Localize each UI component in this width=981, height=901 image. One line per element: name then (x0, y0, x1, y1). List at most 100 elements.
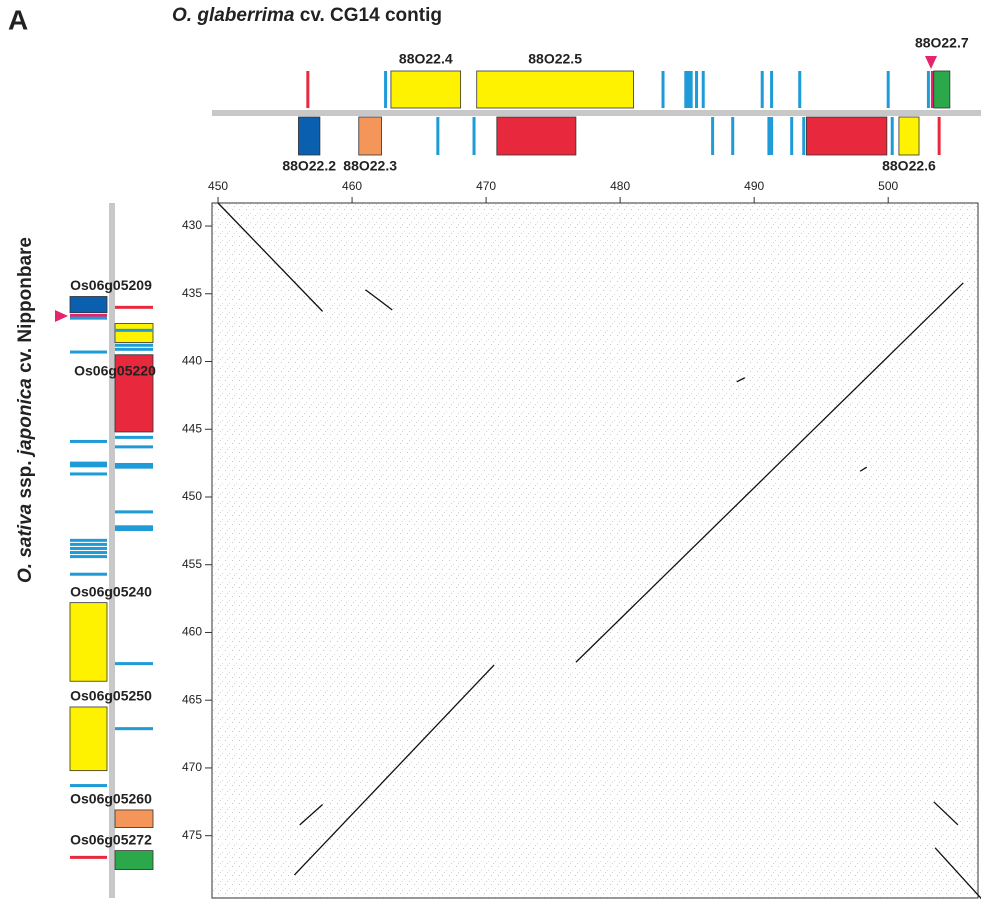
gene-box (476, 70, 634, 109)
y-tick-label: 455 (182, 557, 202, 571)
feature-line (115, 462, 153, 466)
feature-line (115, 347, 153, 351)
feature-line (115, 445, 153, 449)
arrow-marker (925, 56, 937, 69)
feature-line (760, 71, 764, 108)
feature-line (436, 117, 440, 155)
y-axis-title: O. sativa ssp. japonica cv. Nipponbare (15, 237, 36, 583)
x-tick-label: 470 (476, 179, 496, 193)
gene-box (69, 602, 108, 682)
feature-line (684, 71, 688, 108)
alignment-segment (736, 377, 746, 383)
feature-line (115, 435, 153, 439)
gene-label: 88O22.5 (528, 51, 582, 67)
x-tick-label: 480 (610, 179, 630, 193)
feature-line (115, 662, 153, 666)
gene-box (898, 116, 920, 156)
gene-label: Os06g05260 (70, 791, 152, 807)
arrow-marker (55, 310, 68, 322)
gene-box (496, 116, 577, 156)
feature-line (695, 71, 699, 108)
y-tick-label: 430 (182, 218, 202, 232)
feature-line (890, 117, 894, 155)
feature-line (798, 71, 802, 108)
feature-line (70, 464, 107, 468)
gene-label: Os06g05209 (70, 277, 152, 293)
feature-line (70, 472, 107, 476)
feature-line (886, 71, 890, 108)
title-part: O. glaberrima (172, 5, 295, 26)
feature-line (115, 465, 153, 469)
gene-label: 88O22.7 (915, 35, 969, 51)
gene-label: Os06g05220 (74, 363, 156, 379)
x-tick-label: 490 (744, 179, 764, 193)
feature-line (731, 117, 735, 155)
feature-line (115, 328, 153, 332)
title-part: cv. CG14 contig (295, 5, 442, 26)
feature-line (115, 528, 153, 532)
feature-line (115, 525, 153, 529)
gene-label: 88O22.6 (882, 158, 936, 174)
y-tick-label: 470 (182, 760, 202, 774)
gene-box (933, 70, 951, 109)
alignment-segment (217, 202, 324, 312)
alignment-segment (575, 282, 964, 663)
feature-line (770, 71, 774, 108)
feature-line (70, 350, 107, 354)
feature-line (306, 71, 310, 108)
feature-line (70, 551, 107, 555)
gene-box (114, 323, 154, 343)
feature-line (70, 784, 107, 788)
feature-line (686, 71, 690, 108)
feature-line (115, 727, 153, 731)
y-tick-label: 435 (182, 286, 202, 300)
top-track-line (212, 110, 981, 116)
feature-line (70, 555, 107, 559)
alignment-segment (859, 466, 868, 472)
gene-box (69, 296, 108, 314)
gene-box (358, 116, 382, 156)
panel-label: A (8, 4, 28, 35)
feature-line (711, 117, 715, 155)
gene-label: Os06g05240 (70, 583, 152, 599)
gene-box (114, 850, 154, 870)
gene-label: Os06g05250 (70, 688, 152, 704)
feature-line (790, 117, 794, 155)
title-part: O. sativa (15, 503, 36, 583)
feature-line (70, 439, 107, 443)
feature-line (115, 305, 153, 309)
feature-line (70, 538, 107, 542)
feature-line (70, 461, 107, 465)
gene-box (390, 70, 462, 109)
feature-line (767, 117, 771, 155)
feature-line (701, 71, 705, 108)
gene-box (114, 809, 154, 828)
feature-line (70, 572, 107, 576)
gene-box (806, 116, 888, 156)
title-part: japonica (15, 378, 36, 459)
y-tick-label: 440 (182, 354, 202, 368)
gene-label: Os06g05272 (70, 831, 152, 847)
y-tick-label: 445 (182, 421, 202, 435)
feature-line (802, 117, 806, 155)
y-tick-label: 460 (182, 625, 202, 639)
feature-line (661, 71, 665, 108)
feature-line (926, 71, 930, 108)
feature-line (70, 542, 107, 546)
feature-line (472, 117, 476, 155)
gene-box (298, 116, 321, 156)
feature-line (930, 71, 934, 108)
gene-box (114, 354, 154, 433)
alignment-segment (299, 804, 324, 826)
feature-line (115, 343, 153, 347)
y-tick-label: 475 (182, 828, 202, 842)
alignment-segment (933, 801, 959, 826)
feature-line (384, 71, 388, 108)
gene-label: 88O22.2 (282, 158, 336, 174)
plot-frame (211, 202, 979, 899)
x-tick-label: 460 (342, 179, 362, 193)
feature-line (70, 855, 107, 859)
feature-line (70, 316, 107, 320)
feature-line (689, 71, 693, 108)
dotplot-background (212, 203, 978, 898)
